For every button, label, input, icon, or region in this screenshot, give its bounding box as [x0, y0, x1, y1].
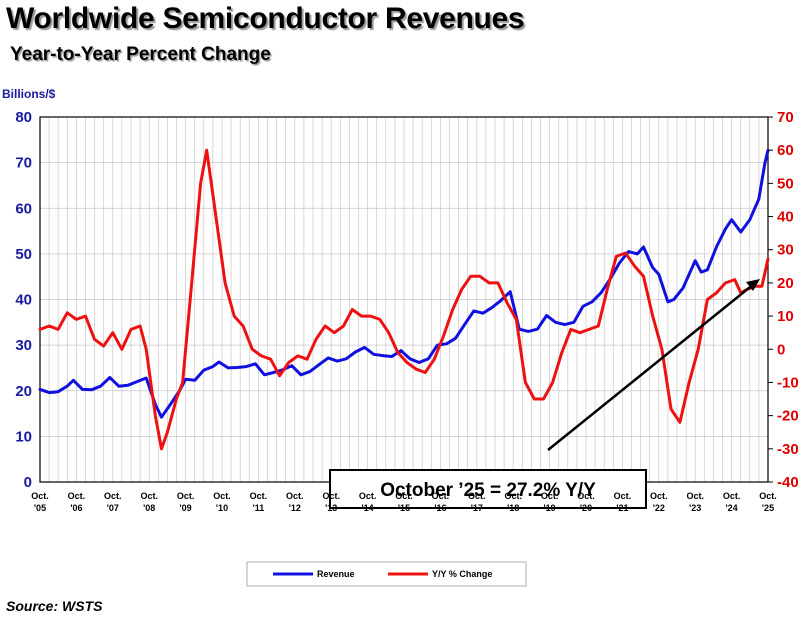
legend-label-yoy: Y/Y % Change: [432, 569, 492, 579]
x-tick-label: Oct.: [31, 491, 49, 501]
x-tick-label: Oct.: [504, 491, 522, 501]
right-tick-label: -20: [777, 408, 799, 425]
right-tick-label: -10: [777, 374, 799, 391]
x-tick-label: Oct.: [140, 491, 158, 501]
chart-subtitle: Year-to-Year Percent Change: [10, 44, 271, 65]
left-axis-unit: Billions/$: [2, 87, 56, 101]
annotation-text: October ’25 = 27.2% Y/Y: [380, 480, 596, 501]
x-tick-label: Oct.: [395, 491, 413, 501]
x-tick-label: '12: [289, 503, 301, 513]
x-tick-label: '22: [653, 503, 665, 513]
x-tick-label: '08: [143, 503, 155, 513]
x-tick-label: '16: [434, 503, 446, 513]
x-tick-label: Oct.: [213, 491, 231, 501]
left-tick-label: 50: [15, 246, 32, 263]
left-tick-label: 40: [15, 292, 32, 309]
x-tick-label: '14: [362, 503, 374, 513]
right-tick-label: 60: [777, 142, 794, 159]
x-tick-label: '23: [689, 503, 701, 513]
x-tick-label: Oct.: [614, 491, 632, 501]
x-tick-label: Oct.: [577, 491, 595, 501]
trend-arrow: [547, 279, 760, 451]
x-axis: Oct. '05 Oct. '06 Oct. '07 Oct. '08 Oct. '09 Oct. '…: [31, 491, 777, 513]
x-tick-label: Oct.: [359, 491, 377, 501]
x-tick-label: Oct.: [68, 491, 86, 501]
x-tick-label: '21: [616, 503, 628, 513]
x-tick-label: Oct.: [686, 491, 704, 501]
x-tick-label: '06: [70, 503, 82, 513]
left-tick-label: 10: [15, 428, 32, 445]
x-tick-label: Oct.: [250, 491, 268, 501]
left-tick-label: 0: [24, 474, 32, 491]
right-tick-label: -40: [777, 474, 799, 491]
annotation-group: October ’25 = 27.2% Y/Y: [329, 469, 647, 509]
x-tick-label: Oct.: [104, 491, 122, 501]
x-tick-label: '10: [216, 503, 228, 513]
right-tick-label: 0: [777, 341, 785, 358]
left-tick-label: 80: [15, 109, 32, 126]
x-tick-label: '25: [762, 503, 774, 513]
annotation-box: [329, 469, 647, 509]
left-tick-label: 30: [15, 337, 32, 354]
x-tick-label: Oct.: [322, 491, 340, 501]
x-tick-label: Oct.: [432, 491, 450, 501]
x-tick-label: '13: [325, 503, 337, 513]
right-tick-label: 30: [777, 242, 794, 259]
right-tick-label: 20: [777, 275, 794, 292]
legend-label-revenue: Revenue: [317, 569, 355, 579]
x-tick-label: Oct.: [286, 491, 304, 501]
right-tick-label: 40: [777, 209, 794, 226]
source-note: Source: WSTS: [6, 598, 103, 614]
x-tick-label: '07: [107, 503, 119, 513]
x-tick-label: '24: [726, 503, 738, 513]
trend-arrow-shaft: [547, 284, 753, 451]
right-axis: -40 -30 -20 -10 0 10 20 30 40 50 60 70: [768, 109, 799, 491]
x-tick-label: '09: [180, 503, 192, 513]
left-axis: Billions/$ 0 10 20 30 40 50 60 70 80: [2, 87, 56, 491]
x-tick-label: '15: [398, 503, 410, 513]
trend-arrow-head: [746, 279, 760, 291]
yoy-change-line: [38, 148, 770, 451]
right-tick-label: 50: [777, 175, 794, 192]
x-tick-label: Oct.: [177, 491, 195, 501]
x-tick-label: '19: [544, 503, 556, 513]
x-tick-label: '20: [580, 503, 592, 513]
x-tick-label: Oct.: [541, 491, 559, 501]
right-tick-label: 10: [777, 308, 794, 325]
x-tick-label: Oct.: [468, 491, 486, 501]
x-tick-label: '17: [471, 503, 483, 513]
right-tick-label: -30: [777, 441, 799, 458]
legend: Revenue Y/Y % Change: [246, 561, 527, 587]
left-tick-label: 20: [15, 383, 32, 400]
right-tick-label: 70: [777, 109, 794, 126]
x-tick-label: '05: [34, 503, 46, 513]
x-tick-label: Oct.: [723, 491, 741, 501]
series-group: [38, 148, 770, 451]
chart-title: Worldwide Semiconductor Revenues: [6, 2, 525, 35]
left-tick-label: 60: [15, 200, 32, 217]
x-tick-label: '11: [253, 503, 265, 513]
x-tick-label: Oct.: [759, 491, 777, 501]
x-tick-label: Oct.: [650, 491, 668, 501]
revenue-line: [38, 148, 770, 419]
grid: [40, 116, 768, 483]
left-tick-label: 70: [15, 155, 32, 172]
x-tick-label: '18: [507, 503, 519, 513]
